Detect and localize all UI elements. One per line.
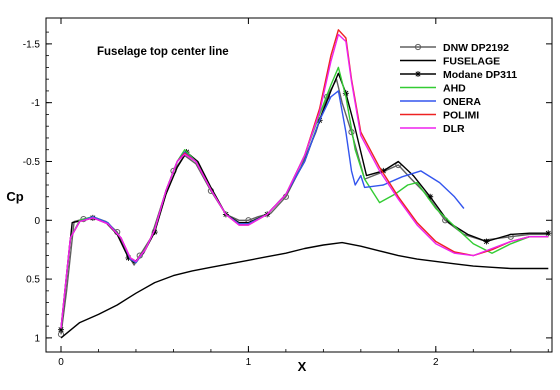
y-tick-label: -1.5 [23,39,41,50]
legend-entry-dlr: DLR [400,123,465,135]
series-line-dlr [60,33,549,329]
y-tick-label: 0 [34,216,40,227]
x-tick-label: 1 [246,357,252,368]
y-axis-title: Cp [6,189,23,204]
x-tick-label: 0 [58,357,64,368]
series-point-modane-dp311 [57,326,64,333]
y-tick-label: -1 [31,98,40,109]
legend-entry-ahd: AHD [400,82,466,94]
legend-entry-modane-dp311: Modane DP311 [400,69,517,81]
series-fuselage [60,241,549,339]
y-tick-label: 0.5 [26,275,40,286]
x-axis-title: X [298,359,307,374]
legend-entry-polimi: POLIMI [400,109,479,121]
legend-label-modane-dp311: Modane DP311 [443,69,517,81]
series-point-modane-dp311 [545,230,552,237]
series-point-modane-dp311 [342,90,349,97]
legend-label-dnw-dp2192: DNW DP2192 [443,42,509,54]
series-point-modane-dp311 [125,254,132,261]
series-point-modane-dp311 [151,229,158,236]
y-tick-label: -0.5 [23,157,41,168]
legend-label-ahd: AHD [443,82,466,94]
series-dlr [60,33,549,329]
legend-entry-dnw-dp2192: DNW DP2192 [400,42,509,54]
chart-annotation: Fuselage top center line [97,46,229,58]
series-point-modane-dp311 [380,167,387,174]
legend-label-polimi: POLIMI [443,109,479,121]
y-tick-label: 1 [34,333,40,344]
legend-entry-fuselage: FUSELAGE [400,55,500,67]
series-point-modane-dp311 [483,238,490,245]
x-tick-label: 2 [433,357,439,368]
legend-entry-onera: ONERA [400,96,481,108]
legend-label-fuselage: FUSELAGE [443,55,500,67]
series-line-fuselage [60,241,549,339]
legend-marker-dnw-dp2192 [414,43,422,51]
legend-label-onera: ONERA [443,96,481,108]
legend-label-dlr: DLR [443,123,465,135]
axes-layer: 0 1 2 -1.5 -1 -0.5 0 0.5 1 [23,17,553,368]
series-layer [57,29,552,339]
legend-marker-modane-dp311 [415,71,421,77]
series-point-modane-dp311 [427,193,434,200]
